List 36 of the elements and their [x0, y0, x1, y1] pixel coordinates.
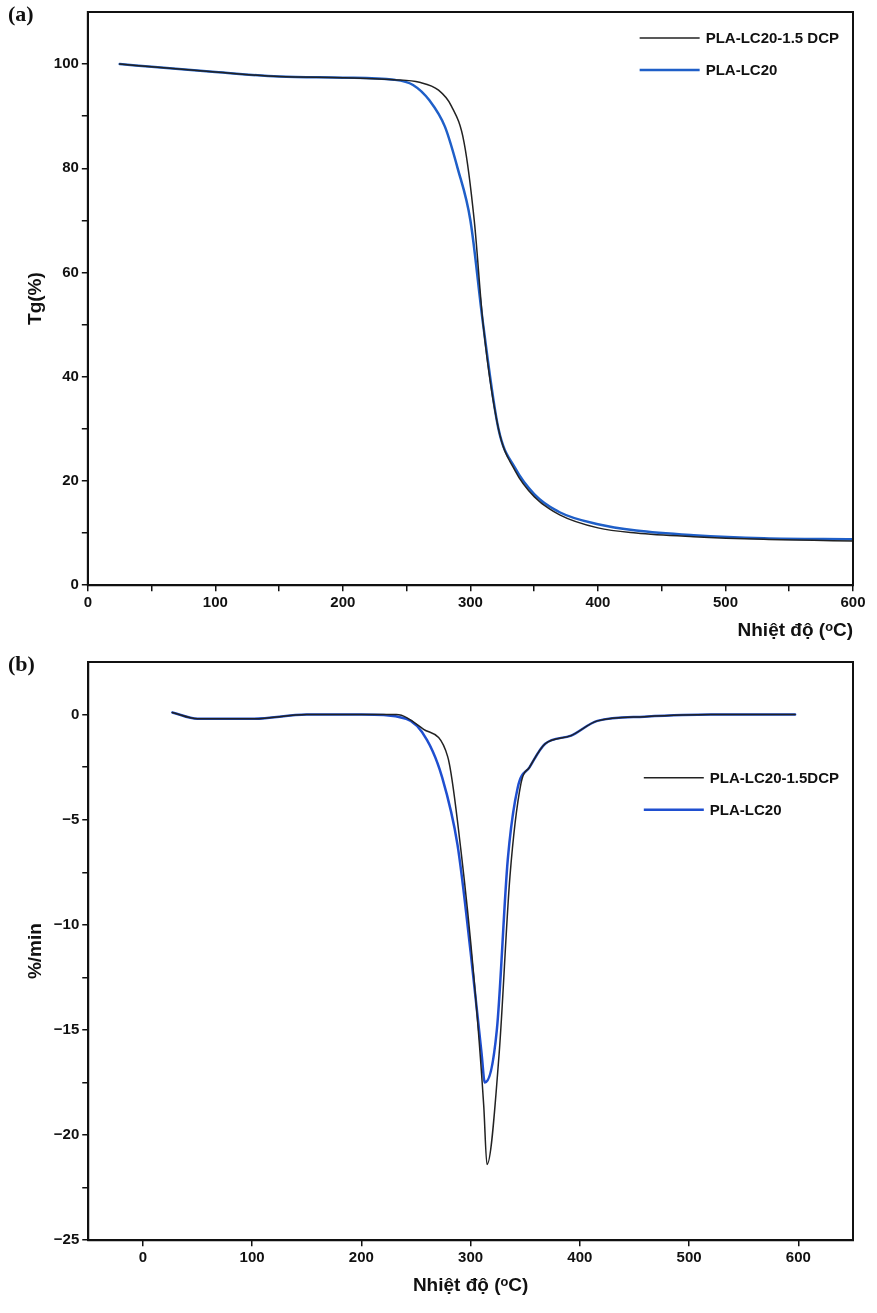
x-tick-label: 600 [840, 593, 866, 611]
y-tick-label: 0 [70, 704, 80, 722]
x-tick-label: 0 [138, 1248, 148, 1266]
x-tick-label: 100 [202, 593, 228, 611]
chart-title: (b) [8, 650, 35, 676]
legend-label: PLA-LC20-1.5 DCP [705, 29, 839, 47]
x-axis-title: Nhiệt độ (ᵒC) [737, 618, 853, 640]
y-axis-title: Tg(%) [23, 272, 45, 325]
y-tick-label: −10 [53, 914, 80, 932]
x-tick-label: 300 [458, 1248, 484, 1266]
y-tick-label: −5 [62, 809, 80, 827]
y-tick-label: 0 [70, 575, 79, 593]
y-tick-label: 80 [62, 158, 79, 176]
y-tick-label: −25 [53, 1230, 80, 1248]
x-tick-label: 200 [348, 1248, 374, 1266]
x-tick-label: 0 [83, 593, 92, 611]
legend-label: PLA-LC20 [705, 61, 778, 79]
x-tick-label: 500 [712, 593, 738, 611]
y-tick-label: 100 [53, 54, 79, 72]
chart-title: (a) [8, 0, 34, 26]
y-tick-label: −20 [53, 1125, 80, 1143]
x-tick-label: 600 [785, 1248, 811, 1266]
x-axis-title: Nhiệt độ (ᵒC) [412, 1273, 529, 1295]
y-tick-label: 40 [62, 366, 79, 384]
x-tick-label: 400 [585, 593, 611, 611]
x-tick-label: 300 [457, 593, 483, 611]
y-tick-label: −15 [53, 1020, 80, 1038]
x-tick-label: 400 [567, 1248, 593, 1266]
legend-label: PLA-LC20 [709, 800, 782, 818]
legend-label: PLA-LC20-1.5DCP [709, 768, 840, 786]
y-axis-title: %/min [23, 923, 45, 980]
x-tick-label: 500 [676, 1248, 702, 1266]
x-tick-label: 200 [330, 593, 356, 611]
y-tick-label: 60 [62, 262, 79, 280]
y-tick-label: 20 [62, 471, 79, 489]
x-tick-label: 100 [239, 1248, 265, 1266]
